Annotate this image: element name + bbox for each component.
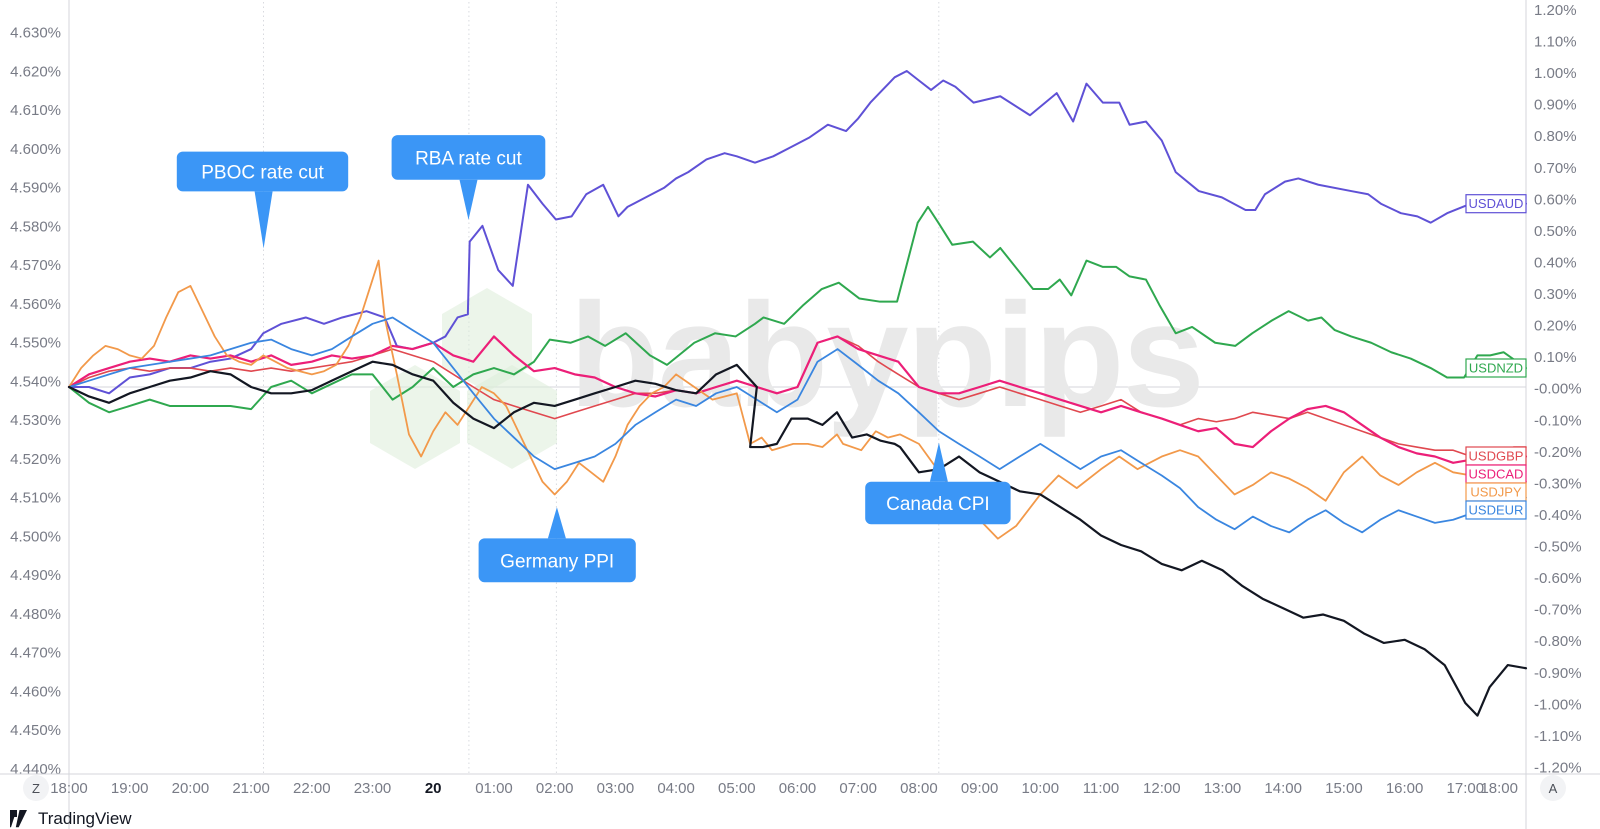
svg-text:4.470%: 4.470% — [10, 645, 61, 662]
svg-text:-0.50%: -0.50% — [1534, 539, 1582, 556]
svg-text:4.610%: 4.610% — [10, 102, 61, 119]
svg-text:4.600%: 4.600% — [10, 141, 61, 158]
svg-text:03:00: 03:00 — [597, 780, 635, 797]
svg-text:4.550%: 4.550% — [10, 335, 61, 352]
svg-text:4.570%: 4.570% — [10, 257, 61, 274]
svg-text:20: 20 — [425, 780, 442, 797]
svg-text:22:00: 22:00 — [293, 780, 331, 797]
svg-text:0.70%: 0.70% — [1534, 160, 1577, 177]
svg-text:4.450%: 4.450% — [10, 722, 61, 739]
svg-text:0.30%: 0.30% — [1534, 286, 1577, 303]
svg-text:0.40%: 0.40% — [1534, 255, 1577, 272]
svg-text:10:00: 10:00 — [1022, 780, 1060, 797]
svg-text:07:00: 07:00 — [839, 780, 877, 797]
svg-text:18:00: 18:00 — [50, 780, 88, 797]
svg-text:4.510%: 4.510% — [10, 490, 61, 507]
svg-text:4.530%: 4.530% — [10, 412, 61, 429]
svg-text:USDCAD: USDCAD — [1469, 467, 1524, 482]
svg-text:USDNZD: USDNZD — [1469, 361, 1523, 376]
svg-text:15:00: 15:00 — [1325, 780, 1363, 797]
svg-text:23:00: 23:00 — [354, 780, 392, 797]
svg-text:-0.80%: -0.80% — [1534, 633, 1582, 650]
svg-text:4.630%: 4.630% — [10, 25, 61, 42]
svg-text:0.80%: 0.80% — [1534, 128, 1577, 145]
svg-text:1.00%: 1.00% — [1534, 65, 1577, 82]
svg-text:11:00: 11:00 — [1083, 780, 1119, 797]
svg-text:02:00: 02:00 — [536, 780, 574, 797]
svg-text:-0.30%: -0.30% — [1534, 475, 1582, 492]
svg-text:4.460%: 4.460% — [10, 683, 61, 700]
svg-text:09:00: 09:00 — [961, 780, 999, 797]
svg-text:4.590%: 4.590% — [10, 180, 61, 197]
svg-text:17:00: 17:00 — [1447, 780, 1485, 797]
svg-text:-0.70%: -0.70% — [1534, 602, 1582, 619]
svg-text:-0.00%: -0.00% — [1534, 381, 1582, 398]
svg-text:06:00: 06:00 — [779, 780, 817, 797]
svg-text:Germany PPI: Germany PPI — [500, 551, 614, 572]
svg-text:USDEUR: USDEUR — [1469, 503, 1524, 518]
svg-text:0.60%: 0.60% — [1534, 191, 1577, 208]
svg-text:USDAUD: USDAUD — [1469, 196, 1524, 211]
svg-text:4.500%: 4.500% — [10, 528, 61, 545]
svg-text:4.480%: 4.480% — [10, 606, 61, 623]
svg-text:21:00: 21:00 — [232, 780, 270, 797]
svg-text:-0.90%: -0.90% — [1534, 665, 1582, 682]
svg-text:0.20%: 0.20% — [1534, 318, 1577, 335]
svg-text:16:00: 16:00 — [1386, 780, 1424, 797]
svg-text:05:00: 05:00 — [718, 780, 756, 797]
svg-text:4.560%: 4.560% — [10, 296, 61, 313]
svg-text:18:00: 18:00 — [1480, 780, 1518, 797]
svg-text:1.20%: 1.20% — [1534, 2, 1577, 19]
svg-text:Canada CPI: Canada CPI — [886, 494, 990, 515]
svg-text:USDJPY: USDJPY — [1470, 485, 1522, 500]
svg-text:4.580%: 4.580% — [10, 218, 61, 235]
svg-text:13:00: 13:00 — [1204, 780, 1242, 797]
svg-text:-0.20%: -0.20% — [1534, 444, 1582, 461]
svg-text:08:00: 08:00 — [900, 780, 938, 797]
svg-text:4.490%: 4.490% — [10, 567, 61, 584]
svg-text:4.540%: 4.540% — [10, 373, 61, 390]
svg-text:14:00: 14:00 — [1264, 780, 1302, 797]
svg-text:1.10%: 1.10% — [1534, 34, 1577, 51]
svg-text:PBOC rate cut: PBOC rate cut — [201, 163, 324, 184]
svg-text:-1.00%: -1.00% — [1534, 696, 1582, 713]
svg-text:4.620%: 4.620% — [10, 63, 61, 80]
svg-text:USDGBP: USDGBP — [1469, 449, 1524, 464]
svg-text:babypips: babypips — [569, 273, 1203, 438]
svg-text:0.90%: 0.90% — [1534, 97, 1577, 114]
svg-text:-0.60%: -0.60% — [1534, 570, 1582, 587]
svg-text:01:00: 01:00 — [475, 780, 513, 797]
svg-text:4.520%: 4.520% — [10, 451, 61, 468]
svg-text:19:00: 19:00 — [111, 780, 149, 797]
svg-text:0.50%: 0.50% — [1534, 223, 1577, 240]
svg-text:04:00: 04:00 — [657, 780, 695, 797]
svg-text:20:00: 20:00 — [172, 780, 210, 797]
svg-text:-0.10%: -0.10% — [1534, 412, 1582, 429]
svg-text:12:00: 12:00 — [1143, 780, 1181, 797]
svg-text:-1.10%: -1.10% — [1534, 728, 1582, 745]
svg-text:RBA rate cut: RBA rate cut — [415, 148, 522, 169]
svg-text:0.10%: 0.10% — [1534, 349, 1577, 366]
svg-text:-0.40%: -0.40% — [1534, 507, 1582, 524]
